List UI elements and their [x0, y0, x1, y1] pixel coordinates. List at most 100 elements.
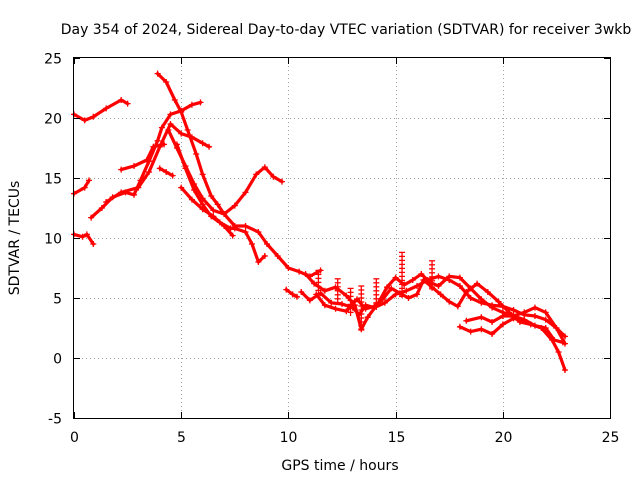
- data-point: [178, 184, 185, 191]
- series-track-2: [71, 177, 93, 197]
- data-point: [561, 333, 568, 340]
- data-point: [435, 283, 442, 289]
- data-point: [208, 193, 215, 199]
- data-point: [124, 100, 131, 107]
- data-point: [478, 326, 485, 333]
- series-line: [104, 122, 211, 204]
- data-point: [456, 323, 463, 330]
- data-point: [467, 328, 474, 335]
- data-point: [231, 225, 238, 232]
- data-point: [88, 214, 95, 221]
- data-point: [178, 130, 185, 137]
- data-point: [86, 177, 93, 184]
- data-point: [437, 291, 444, 298]
- data-point: [163, 79, 170, 85]
- y-tick-label: 15: [44, 172, 62, 188]
- series-line: [179, 186, 235, 238]
- data-point: [229, 232, 236, 239]
- data-point: [446, 273, 453, 280]
- series-track-8: [154, 70, 324, 280]
- data-point: [478, 314, 485, 321]
- data-point: [98, 205, 105, 211]
- y-tick-label: 5: [53, 292, 62, 308]
- series-track-17: [463, 313, 566, 346]
- data-point: [306, 297, 313, 304]
- data-point: [311, 280, 318, 287]
- data-point: [221, 223, 228, 229]
- data-point: [131, 191, 138, 198]
- data-point: [263, 241, 270, 247]
- data-point: [302, 271, 309, 277]
- data-point: [197, 99, 204, 106]
- data-point: [274, 253, 281, 259]
- x-axis-ticks: 0 5 10 15 20 25: [70, 58, 619, 446]
- y-tick-label: 0: [53, 352, 62, 368]
- y-tick-label: -5: [48, 412, 62, 428]
- series-track-9: [165, 127, 285, 217]
- y-axis-label: SDTVAR / TECUs: [7, 181, 23, 296]
- data-point: [381, 299, 388, 306]
- data-point: [531, 313, 538, 319]
- data-point: [171, 97, 178, 103]
- data-point: [255, 259, 262, 265]
- plot-frame: [73, 57, 611, 419]
- data-point: [253, 171, 260, 178]
- data-point: [392, 274, 399, 281]
- series-line: [284, 288, 299, 299]
- data-point: [165, 127, 172, 133]
- data-point: [364, 314, 371, 321]
- data-point: [131, 163, 138, 169]
- data-point: [143, 157, 150, 163]
- data-point: [343, 308, 350, 315]
- data-point: [435, 273, 442, 280]
- data-point: [474, 280, 481, 287]
- data-point: [467, 295, 474, 301]
- series-track-3: [71, 231, 97, 247]
- data-point: [551, 337, 558, 343]
- data-point: [343, 292, 350, 299]
- series-line: [72, 232, 95, 246]
- data-point: [161, 141, 168, 148]
- data-point: [188, 101, 195, 108]
- data-point: [321, 302, 328, 309]
- data-point: [489, 331, 496, 337]
- data-point: [261, 253, 268, 259]
- y-tick-label: 25: [44, 52, 62, 68]
- data-point: [210, 213, 217, 220]
- data-point: [283, 286, 290, 293]
- data-point: [150, 143, 157, 150]
- data-point: [542, 316, 549, 323]
- y-tick-label: 20: [44, 112, 62, 128]
- data-point: [542, 325, 549, 331]
- data-point: [118, 189, 125, 196]
- y-axis-ticks: -5 0 5 10 15 20 25: [44, 52, 610, 428]
- data-point: [553, 325, 560, 331]
- data-point: [184, 127, 191, 133]
- data-point: [414, 291, 421, 298]
- data-point: [379, 296, 386, 303]
- data-point: [489, 319, 496, 325]
- series-track-10: [173, 141, 268, 265]
- data-point: [81, 117, 88, 124]
- data-point: [167, 121, 174, 127]
- data-point: [135, 184, 142, 191]
- data-point: [199, 206, 206, 213]
- data-point: [456, 283, 463, 289]
- data-point: [193, 151, 200, 157]
- data-point: [362, 305, 369, 312]
- y-tick-label: 10: [44, 232, 62, 248]
- data-point: [328, 299, 335, 306]
- data-point: [463, 317, 470, 324]
- data-point: [354, 296, 361, 303]
- data-point: [146, 169, 153, 175]
- data-point: [499, 313, 506, 319]
- x-tick-label: 15: [388, 430, 406, 446]
- data-point: [559, 339, 566, 346]
- data-point: [103, 105, 110, 112]
- data-point: [167, 111, 174, 118]
- x-tick-label: 20: [495, 430, 513, 446]
- series-track-1: [71, 97, 131, 124]
- data-point: [499, 321, 506, 328]
- data-point: [403, 287, 410, 294]
